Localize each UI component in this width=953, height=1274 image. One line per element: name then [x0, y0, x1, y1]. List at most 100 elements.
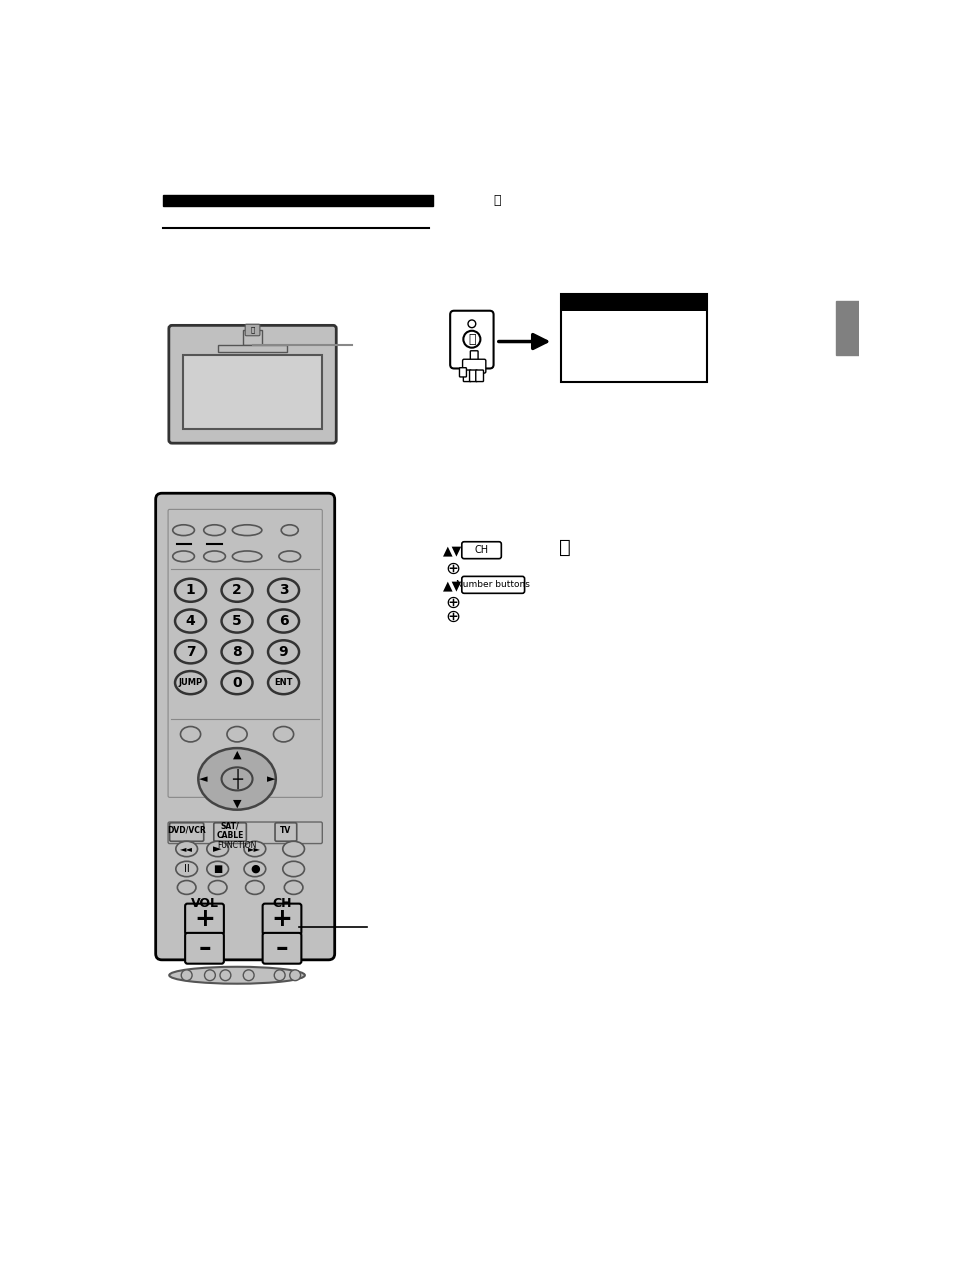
- Text: ▲▼: ▲▼: [442, 544, 461, 558]
- Text: ⊕: ⊕: [444, 559, 459, 577]
- Ellipse shape: [221, 609, 253, 633]
- Text: ◄: ◄: [198, 773, 207, 784]
- Text: SAT/
CABLE: SAT/ CABLE: [216, 822, 244, 840]
- FancyBboxPatch shape: [168, 510, 322, 798]
- Ellipse shape: [221, 641, 253, 664]
- Text: DVD/VCR: DVD/VCR: [167, 826, 206, 834]
- FancyBboxPatch shape: [462, 359, 485, 373]
- Bar: [218, 345, 286, 352]
- Circle shape: [468, 320, 476, 327]
- Bar: [560, 294, 706, 382]
- Ellipse shape: [284, 880, 303, 894]
- Text: 7: 7: [186, 645, 195, 659]
- Bar: [560, 294, 706, 311]
- FancyBboxPatch shape: [155, 493, 335, 959]
- Text: ▲: ▲: [233, 749, 241, 759]
- Text: CH: CH: [474, 545, 488, 555]
- Text: 8: 8: [232, 645, 242, 659]
- Ellipse shape: [268, 609, 298, 633]
- Ellipse shape: [204, 525, 225, 535]
- Circle shape: [243, 970, 253, 981]
- FancyBboxPatch shape: [262, 903, 301, 934]
- Ellipse shape: [221, 767, 253, 790]
- Text: ●: ●: [250, 864, 259, 874]
- Text: 2: 2: [232, 583, 242, 598]
- FancyBboxPatch shape: [262, 933, 301, 963]
- Text: 1: 1: [186, 583, 195, 598]
- FancyBboxPatch shape: [185, 903, 224, 934]
- Text: ⏻: ⏻: [493, 194, 500, 208]
- FancyBboxPatch shape: [213, 823, 246, 841]
- Bar: [183, 354, 322, 429]
- Ellipse shape: [227, 726, 247, 741]
- Ellipse shape: [177, 880, 195, 894]
- Ellipse shape: [281, 525, 298, 535]
- Text: ■: ■: [213, 864, 222, 874]
- FancyBboxPatch shape: [461, 541, 500, 559]
- Text: ⏻: ⏻: [250, 326, 254, 334]
- Text: CH: CH: [272, 897, 292, 910]
- Ellipse shape: [175, 861, 197, 877]
- FancyBboxPatch shape: [245, 324, 259, 336]
- FancyBboxPatch shape: [476, 369, 483, 382]
- Text: FUNCTION: FUNCTION: [217, 841, 256, 850]
- Ellipse shape: [169, 967, 305, 984]
- FancyBboxPatch shape: [469, 369, 476, 382]
- Ellipse shape: [207, 841, 229, 856]
- Ellipse shape: [268, 578, 298, 601]
- Ellipse shape: [174, 609, 206, 633]
- Ellipse shape: [175, 841, 197, 856]
- Text: ►►: ►►: [248, 845, 261, 854]
- Text: ⏻: ⏻: [468, 333, 476, 345]
- Text: VOL: VOL: [191, 897, 218, 910]
- Text: Number buttons: Number buttons: [456, 581, 529, 590]
- FancyBboxPatch shape: [274, 823, 296, 841]
- Ellipse shape: [245, 880, 264, 894]
- Ellipse shape: [174, 641, 206, 664]
- Text: ►: ►: [213, 843, 222, 854]
- Text: ►: ►: [267, 773, 275, 784]
- Ellipse shape: [221, 671, 253, 694]
- Ellipse shape: [268, 641, 298, 664]
- Circle shape: [204, 970, 215, 981]
- Ellipse shape: [233, 525, 261, 535]
- FancyBboxPatch shape: [450, 311, 493, 368]
- Bar: [163, 195, 433, 206]
- Circle shape: [463, 331, 480, 348]
- FancyBboxPatch shape: [463, 369, 471, 382]
- Circle shape: [274, 970, 285, 981]
- FancyBboxPatch shape: [170, 823, 204, 841]
- Ellipse shape: [268, 671, 298, 694]
- Ellipse shape: [172, 525, 194, 535]
- Text: +: +: [272, 907, 293, 931]
- Text: ⊕: ⊕: [444, 595, 459, 613]
- Ellipse shape: [180, 726, 200, 741]
- Text: ▲▼: ▲▼: [442, 580, 461, 592]
- Text: ⊕: ⊕: [444, 608, 459, 627]
- FancyBboxPatch shape: [168, 822, 322, 843]
- Ellipse shape: [278, 550, 300, 562]
- Text: II: II: [184, 864, 190, 874]
- FancyBboxPatch shape: [470, 350, 477, 363]
- Text: 5: 5: [232, 614, 242, 628]
- Ellipse shape: [174, 578, 206, 601]
- Ellipse shape: [208, 880, 227, 894]
- FancyBboxPatch shape: [461, 576, 524, 594]
- Ellipse shape: [233, 550, 261, 562]
- FancyBboxPatch shape: [169, 325, 335, 443]
- Text: –: –: [275, 936, 288, 961]
- Text: TV: TV: [280, 826, 292, 834]
- Text: ┼: ┼: [232, 768, 242, 789]
- Circle shape: [181, 970, 192, 981]
- Text: 6: 6: [278, 614, 288, 628]
- Ellipse shape: [198, 748, 275, 810]
- Ellipse shape: [244, 841, 266, 856]
- Ellipse shape: [282, 861, 304, 877]
- Text: 9: 9: [278, 645, 288, 659]
- Text: +: +: [193, 907, 214, 931]
- Ellipse shape: [204, 550, 225, 562]
- Bar: [243, 330, 261, 345]
- Ellipse shape: [282, 841, 304, 856]
- Circle shape: [290, 970, 300, 981]
- Text: ◄◄: ◄◄: [180, 845, 193, 854]
